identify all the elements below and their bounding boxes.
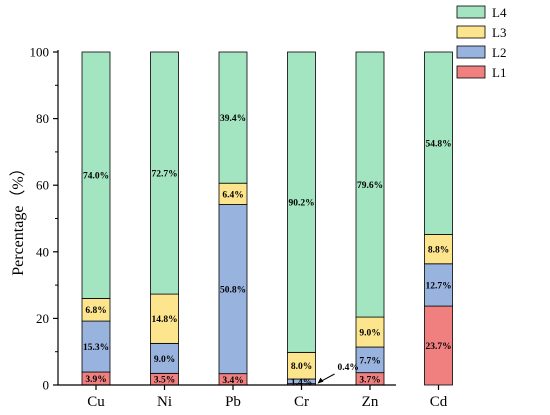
data-label-cr-l2: 1.4% xyxy=(291,378,312,388)
bar-segment-zn-l3 xyxy=(355,316,385,348)
x-tick-label-pb: Pb xyxy=(225,394,241,410)
data-label-zn-l2: 7.7% xyxy=(359,356,380,366)
bar-segment-cu-l2 xyxy=(81,320,111,373)
y-axis-label: Percentage（%） xyxy=(9,160,27,276)
bar-segment-cr-l3 xyxy=(287,351,316,380)
data-label-ni-l1: 3.5% xyxy=(154,376,175,386)
legend: L4 L3 L2 L1 xyxy=(456,5,507,80)
data-label-arrowhead-cr xyxy=(317,377,324,384)
data-label-cr-l4: 90.2% xyxy=(288,199,314,209)
y-tick-label: 40 xyxy=(36,244,49,259)
data-label-cu-l1: 3.9% xyxy=(85,375,106,385)
bar-segment-ni-l4 xyxy=(150,51,179,295)
data-label-cd-l1: 23.7% xyxy=(425,342,451,352)
data-label-cr-l1: 0.4% xyxy=(338,363,359,373)
data-label-pb-l4: 39.4% xyxy=(220,114,246,124)
y-tick-label: 100 xyxy=(30,45,50,60)
data-label-cu-l3: 6.8% xyxy=(85,306,106,316)
x-tick-label-zn: Zn xyxy=(362,394,379,410)
x-tick-label-cr: Cr xyxy=(294,394,309,410)
bar-segment-zn-l2 xyxy=(355,346,385,374)
data-label-pb-l2: 50.8% xyxy=(220,286,246,296)
data-label-cu-l2: 15.3% xyxy=(83,343,109,353)
plot-area: 3.9% 15.3% 6.8% 74.0% 3.5% 9.0% 14.8% 72.7% 3.4%… xyxy=(81,51,453,388)
legend-swatch-l4 xyxy=(456,5,486,19)
bar-segment-cd-l2 xyxy=(424,263,453,307)
bar-segment-cd-l4 xyxy=(424,51,453,235)
axes: 0 20 40 60 80 100 Cu Ni Pb Cr Zn Cd xyxy=(30,45,448,411)
data-label-cd-l2: 12.7% xyxy=(425,281,451,291)
data-label-cd-l3: 8.8% xyxy=(428,246,449,256)
y-tick-label: 0 xyxy=(43,378,50,393)
x-tick-label-cd: Cd xyxy=(430,394,448,410)
legend-swatch-l2 xyxy=(456,45,486,59)
y-tick-label: 60 xyxy=(36,178,49,193)
data-label-zn-l1: 3.7% xyxy=(359,375,380,385)
legend-label-l4: L4 xyxy=(492,5,507,20)
y-tick-label: 20 xyxy=(36,311,49,326)
data-label-ni-l2: 9.0% xyxy=(154,355,175,365)
data-label-zn-l3: 9.0% xyxy=(359,329,380,339)
bar-segment-cd-l3 xyxy=(424,234,453,265)
bar-segment-cr-l4 xyxy=(287,51,316,353)
data-label-ni-l4: 72.7% xyxy=(151,170,177,180)
legend-swatch-l1 xyxy=(456,65,486,79)
data-label-cr-l3: 8.0% xyxy=(291,362,312,372)
bar-segment-pb-l4 xyxy=(218,51,248,184)
bar-segment-zn-l4 xyxy=(355,51,385,318)
bar-segment-pb-l2 xyxy=(218,204,248,375)
data-label-cd-l4: 54.8% xyxy=(425,140,451,150)
data-label-zn-l4: 79.6% xyxy=(357,181,383,191)
legend-swatch-l3 xyxy=(456,25,486,39)
legend-label-l2: L2 xyxy=(492,45,506,60)
bar-segment-cu-l4 xyxy=(81,51,111,299)
x-tick-label-cu: Cu xyxy=(87,394,105,410)
data-label-pb-l1: 3.4% xyxy=(222,376,243,386)
data-label-pb-l3: 6.4% xyxy=(222,190,243,200)
y-tick-label: 80 xyxy=(36,111,49,126)
legend-label-l3: L3 xyxy=(492,25,506,40)
x-tick-label-ni: Ni xyxy=(157,394,172,410)
data-label-cu-l4: 74.0% xyxy=(83,172,109,182)
data-label-ni-l3: 14.8% xyxy=(151,315,177,325)
legend-label-l1: L1 xyxy=(492,65,506,80)
